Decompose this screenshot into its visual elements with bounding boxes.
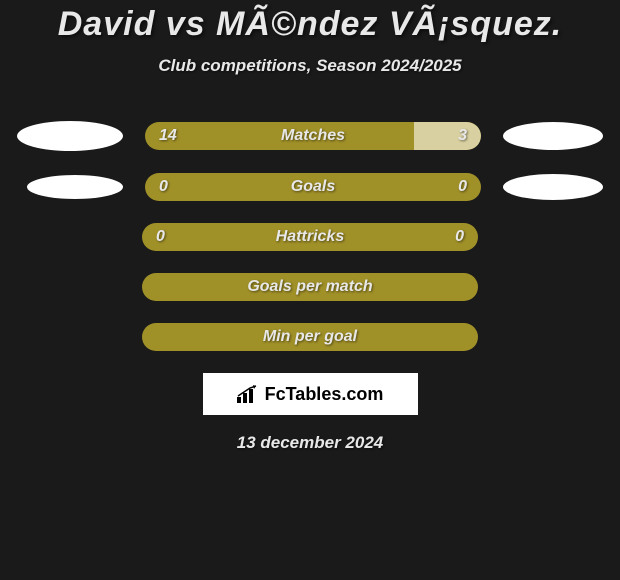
- comparison-panel: David vs MÃ©ndez VÃ¡squez. Club competit…: [0, 0, 620, 580]
- date-text: 13 december 2024: [0, 433, 620, 453]
- stat-bar-hattricks: 0 Hattricks 0: [142, 223, 478, 251]
- stat-label: Min per goal: [263, 328, 357, 346]
- stat-fill-right: [414, 122, 481, 150]
- player-left-avatar-2: [27, 175, 123, 199]
- stat-bar-goals: 0 Goals 0: [145, 173, 481, 201]
- logo-text: FcTables.com: [265, 384, 384, 405]
- page-title: David vs MÃ©ndez VÃ¡squez.: [0, 5, 620, 44]
- fctables-logo[interactable]: FcTables.com: [203, 373, 418, 415]
- stat-value-right: 0: [455, 228, 464, 246]
- stat-row-matches: 14 Matches 3: [0, 121, 620, 151]
- stat-value-left: 0: [156, 228, 165, 246]
- player-left-avatar: [17, 121, 123, 151]
- stat-value-left: 14: [159, 127, 177, 145]
- subtitle: Club competitions, Season 2024/2025: [0, 56, 620, 76]
- player-right-avatar-2: [503, 174, 603, 200]
- stat-bar-matches: 14 Matches 3: [145, 122, 481, 150]
- stat-value-right: 0: [458, 178, 467, 196]
- stat-bar-mpg: Min per goal: [142, 323, 478, 351]
- stat-label: Goals: [291, 178, 335, 196]
- stat-label: Matches: [281, 127, 345, 145]
- stat-label: Hattricks: [276, 228, 344, 246]
- player-right-avatar: [503, 122, 603, 150]
- chart-icon: [237, 385, 259, 403]
- stat-value-right: 3: [458, 127, 467, 145]
- stat-bar-gpm: Goals per match: [142, 273, 478, 301]
- stat-label: Goals per match: [247, 278, 372, 296]
- stat-value-left: 0: [159, 178, 168, 196]
- stat-row-goals: 0 Goals 0: [0, 173, 620, 201]
